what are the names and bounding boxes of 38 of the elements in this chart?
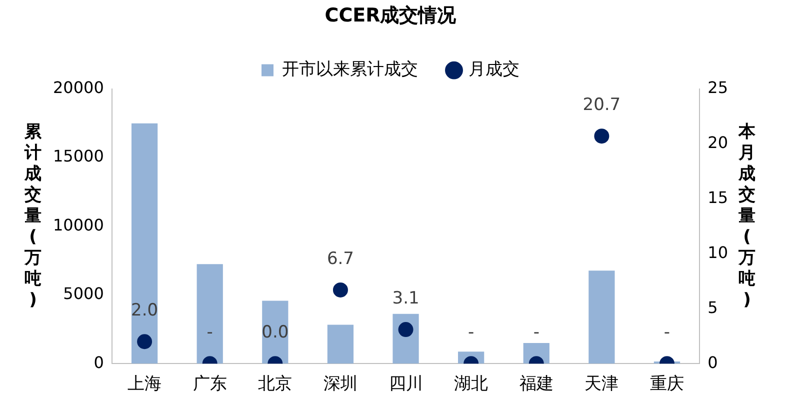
x-tick-label: 北京 (258, 374, 292, 394)
data-label: 0.0 (262, 322, 289, 343)
y2-tick-label: 5 (708, 298, 718, 317)
text: 累计成交量(万吨) (24, 122, 42, 310)
text: 本月成交量(万吨) (738, 122, 756, 310)
x-tick-label: 重庆 (650, 374, 684, 394)
data-label: 6.7 (326, 248, 354, 269)
data-label: - (533, 322, 540, 343)
y-tick-label: 5000 (63, 284, 104, 304)
y2-tick-label: 25 (708, 78, 728, 97)
legend-label: 开市以来累计成交 (282, 60, 418, 80)
legend-label: 月成交 (468, 60, 520, 80)
data-label: 20.7 (582, 94, 621, 115)
data-label: 3.1 (392, 288, 420, 308)
data-label: - (664, 322, 670, 343)
data-label: - (206, 322, 213, 343)
bar (588, 270, 615, 364)
y2-tick-label: 20 (708, 132, 728, 152)
y-tick-label: 0 (94, 352, 104, 372)
data-label: - (468, 322, 474, 343)
y-tick-label: 15000 (52, 146, 104, 166)
y-tick-label: 20000 (52, 78, 104, 97)
y2-tick-label: 10 (708, 242, 728, 262)
x-tick-label: 广东 (192, 374, 227, 394)
y-tick-label: 10000 (52, 215, 104, 234)
bar (196, 264, 223, 364)
x-tick-label: 四川 (388, 374, 423, 394)
x-tick-label: 湖北 (454, 374, 488, 394)
data-label: 2.0 (131, 300, 158, 321)
x-tick-label: 天津 (584, 374, 619, 394)
y2-tick-label: 15 (708, 188, 728, 207)
x-tick-label: 上海 (128, 374, 162, 394)
y2-tick-label: 0 (708, 352, 718, 372)
bar (131, 123, 158, 364)
x-tick-label: 深圳 (323, 374, 358, 394)
x-tick-label: 福建 (519, 374, 554, 394)
bar (327, 324, 354, 364)
chart-title: CCER成交情况 (324, 4, 458, 26)
